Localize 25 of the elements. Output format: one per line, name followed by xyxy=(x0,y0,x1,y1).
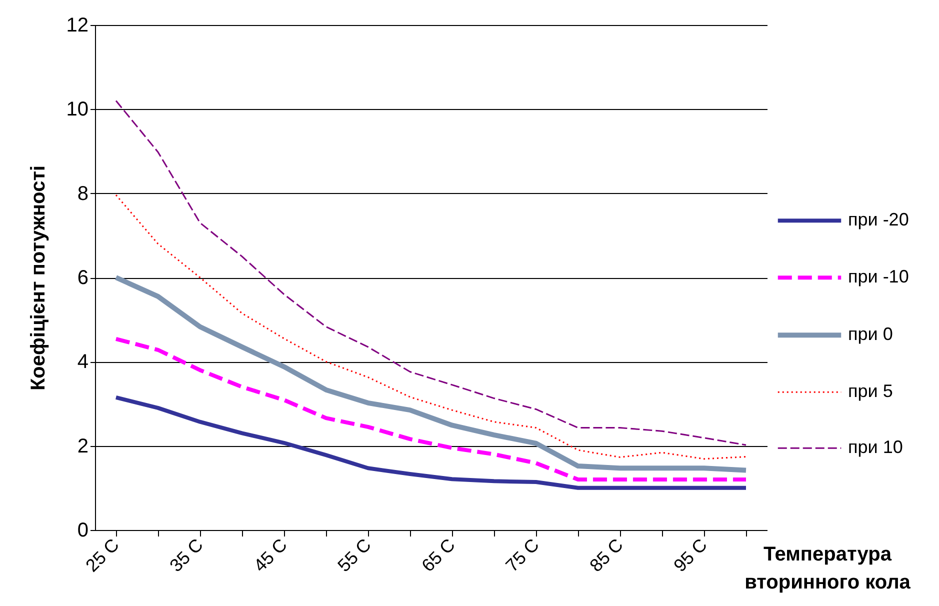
x-tick-label: 95 C xyxy=(670,534,711,576)
y-tick-label: 0 xyxy=(77,520,88,542)
x-tick-label: 35 C xyxy=(166,534,207,576)
y-tick-label: 8 xyxy=(77,182,88,205)
y-axis-title: Коефіцієнт потужності xyxy=(27,165,50,391)
legend-label: при -20 xyxy=(848,210,909,230)
legend-label: при -10 xyxy=(848,266,909,287)
line-series xyxy=(115,194,747,460)
y-tick-label: 12 xyxy=(66,14,88,36)
y-tick-label: 4 xyxy=(77,351,88,374)
y-tick-label: 6 xyxy=(77,267,88,289)
legend-label: при 5 xyxy=(848,381,893,402)
x-tick-label: 45 C xyxy=(250,534,291,576)
legend-label: при 10 xyxy=(848,437,903,458)
y-tick-label: 2 xyxy=(77,435,88,458)
line-series xyxy=(114,395,748,490)
x-tick-label: 65 C xyxy=(418,534,459,576)
x-axis-title: Температура вторинного кола xyxy=(744,544,912,594)
x-tick-label: 75 C xyxy=(502,534,543,576)
y-tick-label: 10 xyxy=(66,98,88,121)
line-series xyxy=(115,100,747,446)
x-tick-label: 55 C xyxy=(334,534,375,576)
x-tick-label: 85 C xyxy=(586,534,627,576)
legend-label: при 0 xyxy=(848,324,893,344)
line-series xyxy=(114,336,748,482)
